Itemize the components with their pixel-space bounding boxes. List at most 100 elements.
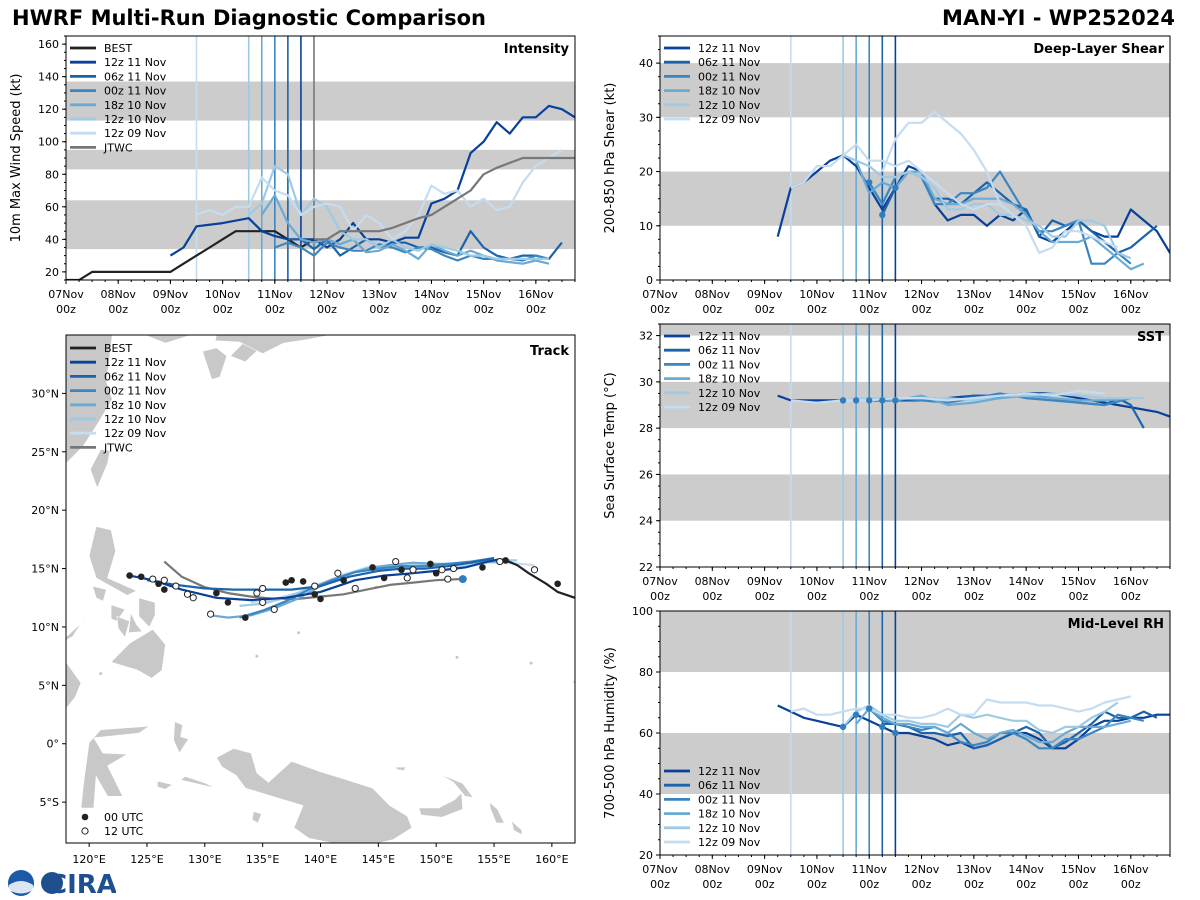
intensity-chart: 20 40 60 80 100 120 140 160 07Nov 00z 08Nov 00z 09No… — [9, 35, 576, 316]
intensity-legend-label: 12z 09 Nov — [104, 127, 167, 140]
track-fix-00utc — [311, 590, 319, 598]
track-ytick-label: 30°N — [31, 387, 59, 400]
land-new-ireland — [439, 773, 474, 798]
rh-title: Mid-Level RH — [1068, 617, 1164, 632]
sst-chart: 22 24 26 28 30 32 07Nov 00z 08Nov 00z 09Nov 00z 10No… — [603, 323, 1171, 603]
land-mindoro — [92, 585, 107, 602]
rh-series-06z-11-nov — [882, 710, 1158, 750]
land-aru — [251, 811, 262, 824]
intensity-xtick-label: 09Nov — [153, 288, 189, 301]
rh-band — [660, 611, 1170, 672]
sst-xtick-label: 11Nov — [851, 575, 887, 588]
land-negros — [116, 615, 130, 639]
intensity-xtick-label: 14Nov — [414, 288, 450, 301]
land-cebu-bohol — [128, 611, 143, 634]
rh-series-12z-10-nov — [842, 701, 1119, 735]
rh-series-18z-10-nov — [855, 707, 1132, 744]
track-fix-12utc — [351, 584, 359, 593]
time-legend-00utc-label: 00 UTC — [104, 811, 144, 824]
shear-ytick-label: 0 — [646, 274, 653, 287]
track-ytick-label: 15°N — [31, 563, 59, 576]
rh-legend-label: 18z 10 Nov — [698, 808, 761, 821]
intensity-xtick-label: 00z — [213, 303, 233, 316]
track-fix-12utc — [149, 575, 157, 583]
shear-xtick-label: 00z — [755, 303, 775, 316]
rh-xtick-label: 00z — [1121, 878, 1141, 891]
rh-xtick-label: 15Nov — [1061, 863, 1097, 876]
sst-ylabel: Sea Surface Temp (°C) — [603, 372, 618, 519]
track-fix-00utc — [299, 578, 307, 585]
time-legend-12utc-marker — [81, 827, 89, 835]
track-xtick-label: 120°E — [72, 853, 105, 866]
shear-ytick-label: 10 — [639, 220, 653, 233]
track-fix-12utc — [189, 594, 197, 602]
intensity-series-12z-09-nov — [196, 148, 563, 241]
sst-xtick-label: 13Nov — [956, 575, 992, 588]
sst-series-18z-10-nov — [856, 394, 1131, 407]
sst-title: SST — [1137, 330, 1164, 345]
land-samar-leyte — [138, 597, 156, 628]
sst-xtick-label: 00z — [1069, 590, 1089, 603]
rh-series-00z-11-nov — [868, 707, 1145, 750]
shear-series-18z-10-nov — [855, 160, 1145, 271]
track-map: 120°E 125°E 130°E 135°E 140°E 145°E 150°E 155°E… — [31, 334, 576, 866]
sst-legend-label: 12z 11 Nov — [698, 330, 761, 343]
shear-plot-area — [660, 36, 1170, 280]
shear-init-point — [866, 179, 873, 186]
sst-xtick-label: 00z — [650, 590, 670, 603]
land-bougainville — [488, 801, 505, 824]
land-solomon — [510, 819, 523, 836]
rh-xtick-label: 00z — [912, 878, 932, 891]
sst-plot-area — [660, 324, 1170, 567]
land-new-guinea — [215, 748, 413, 843]
track-fix-12utc — [530, 566, 539, 574]
intensity-xtick-label: 15Nov — [466, 288, 502, 301]
land-luzon — [88, 526, 138, 596]
track-fix-00utc — [242, 614, 249, 621]
sst-frame — [659, 323, 1171, 568]
rh-ytick-label: 60 — [639, 727, 653, 740]
shear-xtick-label: 00z — [1016, 303, 1036, 316]
sst-xtick-label: 00z — [807, 590, 827, 603]
sst-legend-label: 18z 10 Nov — [698, 373, 761, 386]
shear-legend-label: 12z 10 Nov — [698, 99, 761, 112]
intensity-ytick-label: 20 — [45, 266, 59, 279]
intensity-legend-label: 12z 10 Nov — [104, 113, 167, 126]
track-legend-label: 06z 11 Nov — [104, 370, 167, 383]
track-fix-12utc — [259, 598, 267, 607]
track-fix-00utc — [398, 566, 405, 574]
sst-xtick-label: 00z — [702, 590, 722, 603]
intensity-ytick-label: 160 — [38, 38, 59, 51]
land-korea — [144, 335, 198, 344]
track-ytick-label: 25°N — [31, 446, 59, 459]
track-fix-00utc — [380, 574, 388, 582]
intensity-band — [66, 81, 575, 121]
sst-band — [660, 324, 1170, 336]
track-title: Track — [530, 344, 569, 359]
track-fix-00utc — [288, 576, 295, 584]
track-fix-12utc — [438, 566, 446, 574]
shear-series-12z-09-nov — [790, 143, 1119, 254]
sst-init-point — [892, 397, 899, 404]
sst-xtick-label: 16Nov — [1113, 575, 1149, 588]
rh-init-point — [892, 729, 899, 737]
sst-plot-bg — [660, 324, 1170, 567]
shear-xtick-label: 00z — [964, 303, 984, 316]
track-fix-00utc — [554, 580, 561, 588]
intensity-ytick-label: 60 — [45, 201, 59, 214]
land-new-britain — [418, 792, 464, 818]
shear-xtick-label: 00z — [1121, 303, 1141, 316]
rh-xtick-label: 10Nov — [799, 863, 835, 876]
sst-ytick-label: 32 — [639, 330, 653, 343]
island — [455, 655, 459, 659]
intensity-series-best — [66, 230, 315, 280]
track-fix-00utc — [282, 579, 290, 586]
sst-init-point — [839, 397, 847, 404]
shear-xtick-label: 11Nov — [851, 288, 887, 301]
intensity-legend-label: 12z 11 Nov — [104, 56, 167, 69]
sst-xtick-label: 14Nov — [1008, 575, 1044, 588]
rh-xtick-label: 00z — [702, 878, 722, 891]
track-series-00z-11-nov — [239, 557, 495, 619]
sst-legend-label: 12z 09 Nov — [698, 401, 761, 414]
intensity-xtick-label: 13Nov — [361, 288, 397, 301]
